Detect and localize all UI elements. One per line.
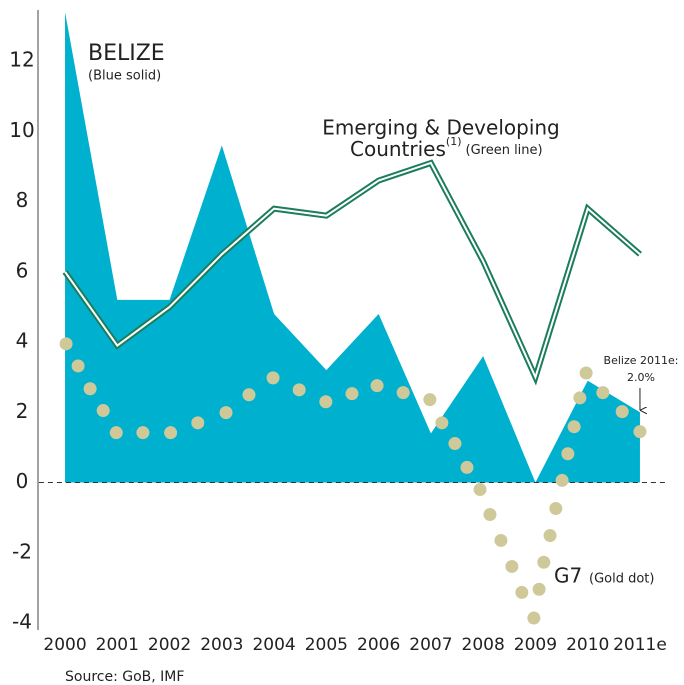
dot — [109, 426, 123, 440]
annotation: (Blue solid) — [88, 69, 161, 84]
dot — [219, 406, 233, 420]
x-tick-label: 2002 — [148, 635, 191, 655]
x-tick-label: 2007 — [409, 635, 452, 655]
dot — [460, 460, 474, 474]
dot — [345, 387, 359, 401]
y-tick-label: -2 — [12, 539, 32, 563]
annotation: BELIZE — [88, 41, 165, 66]
dot — [370, 379, 384, 393]
dot — [567, 420, 581, 434]
dot — [242, 388, 256, 402]
dot — [292, 383, 306, 397]
dot — [537, 555, 551, 569]
x-tick-label: 2011e — [613, 635, 667, 655]
x-tick-label: 2008 — [462, 635, 505, 655]
annotation: Emerging & Developing — [322, 116, 560, 140]
dot — [83, 382, 97, 396]
x-tick-label: 2003 — [200, 635, 243, 655]
dot — [549, 502, 563, 516]
dot — [164, 426, 178, 440]
x-tick-label: 2010 — [566, 635, 609, 655]
y-tick-label: -4 — [12, 609, 32, 633]
source: Source: GoB, IMF — [65, 669, 184, 685]
x-tick-label: 2004 — [252, 635, 295, 655]
dot — [435, 416, 449, 430]
dot — [579, 366, 593, 380]
y-tick-label: 4 — [16, 329, 29, 353]
annotation: (1) — [446, 135, 462, 148]
dot — [423, 393, 437, 407]
dot — [191, 416, 205, 430]
dot — [561, 447, 575, 461]
x-tick-label: 2009 — [514, 635, 557, 655]
dot — [633, 425, 647, 439]
area — [65, 12, 640, 483]
dot — [266, 371, 280, 385]
dot — [136, 426, 150, 440]
dot — [543, 529, 557, 543]
y-tick-label: 2 — [16, 399, 29, 423]
y-tick-label: 10 — [9, 118, 34, 142]
y-tick-label: 6 — [16, 258, 29, 282]
y-tick-label: 12 — [9, 48, 34, 72]
annotation: (Gold dot) — [589, 572, 654, 587]
dot — [527, 611, 541, 625]
line-highlight — [64, 161, 641, 380]
dot — [96, 404, 110, 418]
dot — [483, 507, 497, 521]
annotation: 2.0% — [627, 371, 655, 384]
x-tick-label: 2006 — [357, 635, 400, 655]
dot — [573, 391, 587, 405]
dot — [59, 337, 73, 351]
x-tick-label: 2000 — [43, 635, 86, 655]
annotation: Countries(1) (Green line) — [350, 135, 543, 161]
dot — [615, 405, 629, 419]
dot — [505, 559, 519, 573]
dot — [532, 582, 546, 596]
annotation: G7 — [554, 564, 582, 588]
y-tick-label: 0 — [16, 469, 29, 493]
dot — [596, 386, 610, 400]
annotation: Belize 2011e: — [604, 354, 679, 367]
dot — [71, 359, 85, 373]
x-tick-label: 2005 — [305, 635, 348, 655]
dot — [494, 533, 508, 547]
annotation: (Green line) — [466, 143, 543, 158]
dot — [448, 437, 462, 451]
dot — [515, 585, 529, 599]
y-tick-label: 8 — [16, 188, 29, 212]
dot — [396, 386, 410, 400]
dot — [319, 395, 333, 409]
x-tick-label: 2001 — [96, 635, 139, 655]
dot — [473, 483, 487, 497]
dot — [555, 473, 569, 487]
annotation: Countries — [350, 137, 446, 161]
